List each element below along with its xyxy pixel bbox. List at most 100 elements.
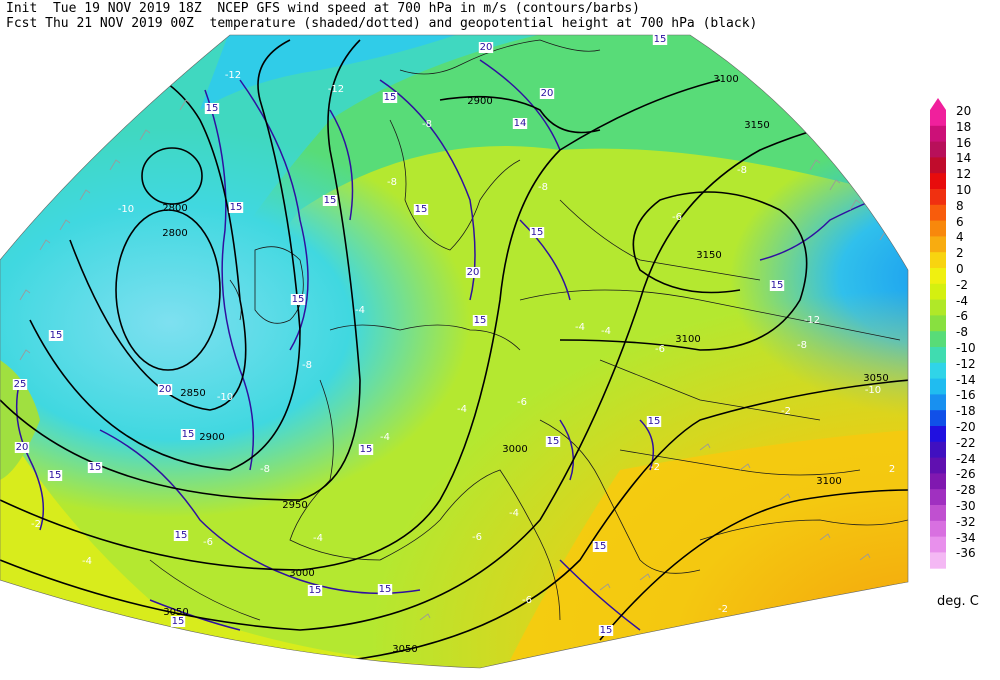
temperature-contour-label: -8 bbox=[387, 177, 397, 188]
colorbar-label: -28 bbox=[956, 483, 976, 498]
wind-contour-label-bg bbox=[478, 42, 494, 53]
wind-contour-label: 20 bbox=[541, 88, 554, 99]
wind-contour-label: 15 bbox=[230, 202, 243, 213]
temperature-contour-label: -4 bbox=[82, 556, 92, 567]
height-contour-label: 2950 bbox=[282, 500, 307, 511]
temperature-contour-label: -2 bbox=[650, 462, 660, 473]
temperature-contour-label: -4 bbox=[509, 508, 519, 519]
wind-contour-label-bg bbox=[358, 444, 374, 455]
colorbar-swatch bbox=[930, 505, 946, 522]
colorbar-swatch bbox=[930, 236, 946, 253]
wind-contour-label: 20 bbox=[16, 442, 29, 453]
colorbar-swatch bbox=[930, 362, 946, 380]
coastlines bbox=[149, 39, 908, 621]
wind-contour-label: 15 bbox=[292, 294, 305, 305]
map-title: NCEP GFS wind speed at 700 hPa in m/s (c… bbox=[217, 1, 640, 16]
wind-contour-label: 15 bbox=[175, 530, 188, 541]
colorbar-units: deg. C bbox=[937, 594, 979, 609]
colorbar-swatch bbox=[930, 299, 946, 316]
wind-contour-label-bg bbox=[539, 88, 555, 99]
colorbar-label: -36 bbox=[956, 546, 976, 561]
height-contour-label: 3050 bbox=[863, 373, 888, 384]
wind-contour-label: 15 bbox=[415, 204, 428, 215]
colorbar-swatch bbox=[930, 173, 946, 190]
height-contour-label: 2900 bbox=[467, 96, 492, 107]
colorbar-swatch bbox=[930, 315, 946, 332]
height-contour-label: 3050 bbox=[163, 607, 188, 618]
colorbar-swatch bbox=[930, 426, 946, 443]
colorbar-swatch bbox=[930, 536, 946, 553]
height-contour-label: 2800 bbox=[162, 228, 187, 239]
temperature-contour-label: -4 bbox=[575, 322, 585, 333]
temperature-field bbox=[0, 35, 908, 668]
wind-contour-label-bg bbox=[472, 315, 488, 326]
height-contour-label: 2850 bbox=[180, 388, 205, 399]
colorbar-swatch bbox=[930, 378, 946, 395]
temperature-contour-label: -8 bbox=[538, 182, 548, 193]
colorbar-label: 18 bbox=[956, 119, 972, 134]
height-contour-label: 3100 bbox=[713, 74, 738, 85]
wind-contour-label: 15 bbox=[360, 444, 373, 455]
height-contour-label: 3150 bbox=[696, 250, 721, 261]
temperature-contour-label: -4 bbox=[380, 432, 390, 443]
temperature-contour-label: -4 bbox=[313, 533, 323, 544]
height-contour-label: 3150 bbox=[744, 120, 769, 131]
colorbar-label: -34 bbox=[956, 530, 976, 545]
wind-contour-label-bg bbox=[14, 442, 30, 453]
temperature-contour-label: -12 bbox=[328, 84, 344, 95]
colorbar-label: 12 bbox=[956, 167, 972, 182]
temperature-contour-label: -6 bbox=[655, 344, 665, 355]
forecast-time: Fcst Thu 21 NOV 2019 00Z bbox=[6, 16, 194, 31]
height-contour-label: 3100 bbox=[816, 476, 841, 487]
geopotential-height-contours bbox=[0, 39, 908, 661]
height-contour-label: 3000 bbox=[289, 568, 314, 579]
height-contour-label: 3100 bbox=[675, 334, 700, 345]
wind-contour-label-bg bbox=[512, 118, 528, 129]
wind-contour-label: 15 bbox=[379, 584, 392, 595]
wind-contour-label-bg bbox=[382, 92, 398, 103]
colorbar-label: -8 bbox=[956, 325, 968, 340]
temperature-contour-label: -12 bbox=[225, 70, 241, 81]
wind-contour-label-bg bbox=[204, 103, 220, 114]
wind-contour-label-bg bbox=[529, 227, 545, 238]
colorbar-swatch bbox=[930, 157, 946, 174]
wind-contour-label: 20 bbox=[467, 267, 480, 278]
colorbar-swatch bbox=[930, 347, 946, 364]
wind-contour-label: 14 bbox=[514, 118, 527, 129]
temperature-contour-label: -6 bbox=[672, 212, 682, 223]
temperature-contour-label: -8 bbox=[797, 340, 807, 351]
colorbar-label: 0 bbox=[956, 262, 964, 276]
temperature-contour-label: -6 bbox=[522, 595, 532, 606]
temperature-contour-label: -6 bbox=[203, 537, 213, 548]
wind-contour-label: 15 bbox=[771, 280, 784, 291]
temperature-contour-label: -8 bbox=[302, 360, 312, 371]
colorbar-swatch bbox=[930, 520, 946, 538]
wind-contour-label: 15 bbox=[206, 103, 219, 114]
wind-contour-label: 25 bbox=[14, 379, 27, 390]
wind-contour-label: 15 bbox=[89, 462, 102, 473]
temperature-contour-label: -8 bbox=[260, 464, 270, 475]
colorbar-swatch bbox=[930, 220, 946, 237]
wind-contour-label: 15 bbox=[654, 34, 667, 45]
wind-contour-label-bg bbox=[598, 625, 614, 636]
wind-contour-label-bg bbox=[652, 34, 668, 45]
wind-contour-label: 15 bbox=[594, 541, 607, 552]
wind-contour-label: 15 bbox=[309, 585, 322, 596]
wind-contour-label-bg bbox=[592, 541, 608, 552]
temperature-contour-label: -8 bbox=[737, 165, 747, 176]
colorbar-swatch bbox=[930, 204, 946, 222]
colorbar-swatch bbox=[930, 110, 946, 127]
colorbar-arrow bbox=[930, 98, 946, 110]
temperature-contour-label: -6 bbox=[472, 532, 482, 543]
colorbar-swatch bbox=[930, 552, 946, 569]
colorbar-label: 20 bbox=[956, 104, 972, 118]
colorbar-label: -12 bbox=[956, 356, 976, 371]
height-contour-label: 3050 bbox=[392, 644, 417, 655]
colorbar-label: -4 bbox=[956, 293, 968, 308]
colorbar-swatch bbox=[930, 441, 946, 459]
colorbar-swatch bbox=[930, 189, 946, 206]
temperature-contour-label: -2 bbox=[31, 519, 41, 530]
wind-contour-label: 15 bbox=[600, 625, 613, 636]
colorbar-label: 14 bbox=[956, 151, 972, 166]
wind-contour-label: 15 bbox=[474, 315, 487, 326]
